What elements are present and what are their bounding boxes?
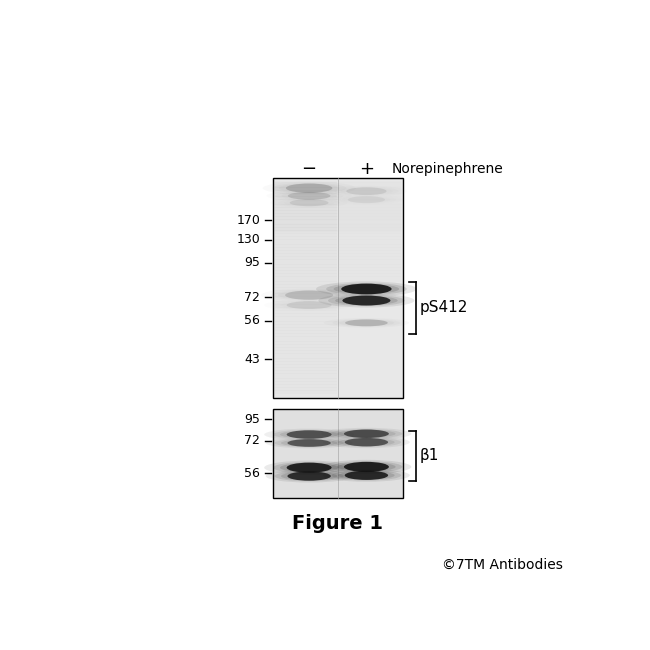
Text: −: − xyxy=(302,160,317,178)
Ellipse shape xyxy=(287,302,332,309)
Ellipse shape xyxy=(344,438,388,447)
Ellipse shape xyxy=(278,291,341,300)
Ellipse shape xyxy=(273,430,345,439)
Ellipse shape xyxy=(335,296,398,305)
Ellipse shape xyxy=(264,428,354,441)
Ellipse shape xyxy=(287,439,331,447)
Ellipse shape xyxy=(337,462,396,471)
Text: 56: 56 xyxy=(244,314,260,327)
Bar xyxy=(273,409,403,498)
Ellipse shape xyxy=(285,291,333,300)
Text: 72: 72 xyxy=(244,434,260,447)
Bar xyxy=(273,178,403,398)
Ellipse shape xyxy=(287,430,332,439)
Ellipse shape xyxy=(341,283,391,294)
Text: β1: β1 xyxy=(420,448,439,463)
Ellipse shape xyxy=(274,471,344,481)
Text: pS412: pS412 xyxy=(420,300,468,315)
Ellipse shape xyxy=(348,196,385,203)
Ellipse shape xyxy=(316,281,417,296)
Ellipse shape xyxy=(322,428,411,439)
Ellipse shape xyxy=(323,436,410,448)
Ellipse shape xyxy=(322,460,411,474)
Ellipse shape xyxy=(288,192,330,200)
Ellipse shape xyxy=(346,187,387,195)
Ellipse shape xyxy=(338,471,395,480)
Ellipse shape xyxy=(343,296,391,306)
Text: 95: 95 xyxy=(244,256,260,269)
Ellipse shape xyxy=(328,295,405,306)
Ellipse shape xyxy=(274,439,344,447)
Ellipse shape xyxy=(281,472,337,480)
Ellipse shape xyxy=(344,462,389,472)
Ellipse shape xyxy=(326,283,407,295)
Ellipse shape xyxy=(333,284,399,294)
Ellipse shape xyxy=(345,319,388,326)
Ellipse shape xyxy=(332,437,401,447)
Ellipse shape xyxy=(323,469,410,482)
Text: 95: 95 xyxy=(244,413,260,426)
Text: 72: 72 xyxy=(244,291,260,304)
Text: 130: 130 xyxy=(237,233,260,246)
Ellipse shape xyxy=(332,470,401,480)
Ellipse shape xyxy=(280,463,339,472)
Ellipse shape xyxy=(330,429,402,439)
Ellipse shape xyxy=(338,438,395,446)
Ellipse shape xyxy=(273,462,345,473)
Ellipse shape xyxy=(266,437,352,448)
Text: 170: 170 xyxy=(237,214,260,227)
Text: +: + xyxy=(359,160,374,178)
Ellipse shape xyxy=(287,471,331,481)
Text: 43: 43 xyxy=(244,352,260,365)
Ellipse shape xyxy=(344,471,388,480)
Ellipse shape xyxy=(280,431,339,438)
Ellipse shape xyxy=(290,200,328,206)
Ellipse shape xyxy=(281,439,337,447)
Ellipse shape xyxy=(266,469,352,482)
Text: Figure 1: Figure 1 xyxy=(292,514,384,532)
Text: Norepinephrene: Norepinephrene xyxy=(392,162,504,176)
Text: 56: 56 xyxy=(244,467,260,480)
Ellipse shape xyxy=(318,294,415,307)
Ellipse shape xyxy=(286,183,332,193)
Ellipse shape xyxy=(330,462,402,473)
Ellipse shape xyxy=(337,430,396,437)
Ellipse shape xyxy=(344,430,389,438)
Ellipse shape xyxy=(264,461,354,474)
Ellipse shape xyxy=(287,463,332,473)
Text: ©7TM Antibodies: ©7TM Antibodies xyxy=(443,558,564,571)
